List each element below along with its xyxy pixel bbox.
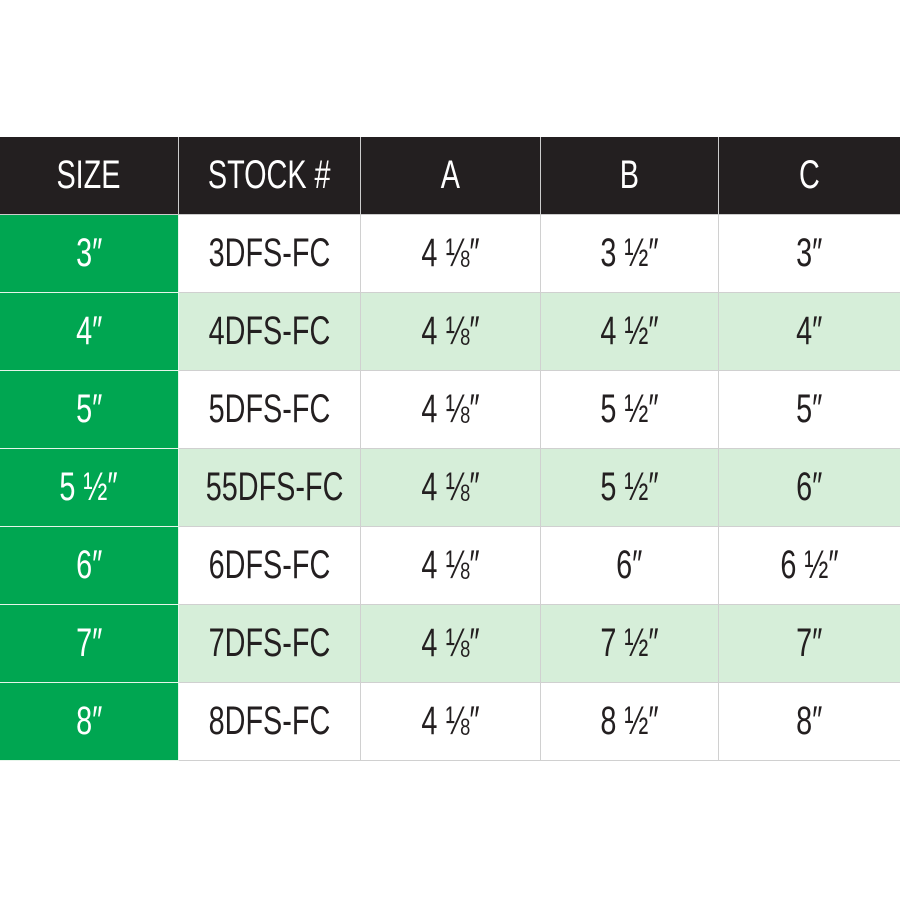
table-row: 6″ 6DFS-FC 4 ⅛″ 6″ 6 ½″	[0, 526, 900, 605]
cell-c: 6 ½″	[717, 526, 900, 605]
cell-stock: 4DFS-FC	[177, 292, 361, 371]
header-stock: STOCK #	[177, 137, 361, 215]
cell-b: 6″	[539, 526, 719, 605]
cell-stock: 6DFS-FC	[177, 526, 361, 605]
cell-size: 3″	[0, 214, 179, 293]
cell-b: 4 ½″	[539, 292, 719, 371]
cell-stock: 8DFS-FC	[177, 682, 361, 761]
cell-b: 5 ½″	[539, 370, 719, 449]
cell-stock: 3DFS-FC	[177, 214, 361, 293]
cell-b: 5 ½″	[539, 448, 719, 527]
table-row: 5″ 5DFS-FC 4 ⅛″ 5 ½″ 5″	[0, 370, 900, 449]
cell-a: 4 ⅛″	[359, 370, 541, 449]
cell-stock: 55DFS-FC	[177, 448, 361, 527]
cell-a: 4 ⅛″	[359, 448, 541, 527]
cell-a: 4 ⅛″	[359, 292, 541, 371]
cell-size: 8″	[0, 682, 179, 761]
cell-c: 6″	[717, 448, 900, 527]
cell-size: 4″	[0, 292, 179, 371]
cell-c: 3″	[717, 214, 900, 293]
cell-c: 7″	[717, 604, 900, 683]
cell-stock: 7DFS-FC	[177, 604, 361, 683]
cell-c: 4″	[717, 292, 900, 371]
cell-c: 8″	[717, 682, 900, 761]
cell-b: 3 ½″	[539, 214, 719, 293]
cell-b: 8 ½″	[539, 682, 719, 761]
header-b: B	[539, 137, 719, 215]
header-a: A	[359, 137, 541, 215]
cell-a: 4 ⅛″	[359, 526, 541, 605]
cell-a: 4 ⅛″	[359, 604, 541, 683]
cell-size: 5 ½″	[0, 448, 179, 527]
cell-stock: 5DFS-FC	[177, 370, 361, 449]
cell-size: 6″	[0, 526, 179, 605]
header-size: SIZE	[0, 137, 179, 215]
cell-c: 5″	[717, 370, 900, 449]
table-row: 8″ 8DFS-FC 4 ⅛″ 8 ½″ 8″	[0, 682, 900, 761]
cell-size: 5″	[0, 370, 179, 449]
header-row: SIZE STOCK # A B C	[0, 137, 900, 215]
size-table: SIZE STOCK # A B C 3″ 3DFS-FC 4 ⅛″ 3 ½″ 3″ 4″…	[0, 137, 900, 761]
table-row: 7″ 7DFS-FC 4 ⅛″ 7 ½″ 7″	[0, 604, 900, 683]
cell-a: 4 ⅛″	[359, 214, 541, 293]
table-row: 3″ 3DFS-FC 4 ⅛″ 3 ½″ 3″	[0, 214, 900, 293]
table-row: 5 ½″ 55DFS-FC 4 ⅛″ 5 ½″ 6″	[0, 448, 900, 527]
cell-size: 7″	[0, 604, 179, 683]
header-c: C	[717, 137, 900, 215]
cell-a: 4 ⅛″	[359, 682, 541, 761]
cell-b: 7 ½″	[539, 604, 719, 683]
table-row: 4″ 4DFS-FC 4 ⅛″ 4 ½″ 4″	[0, 292, 900, 371]
